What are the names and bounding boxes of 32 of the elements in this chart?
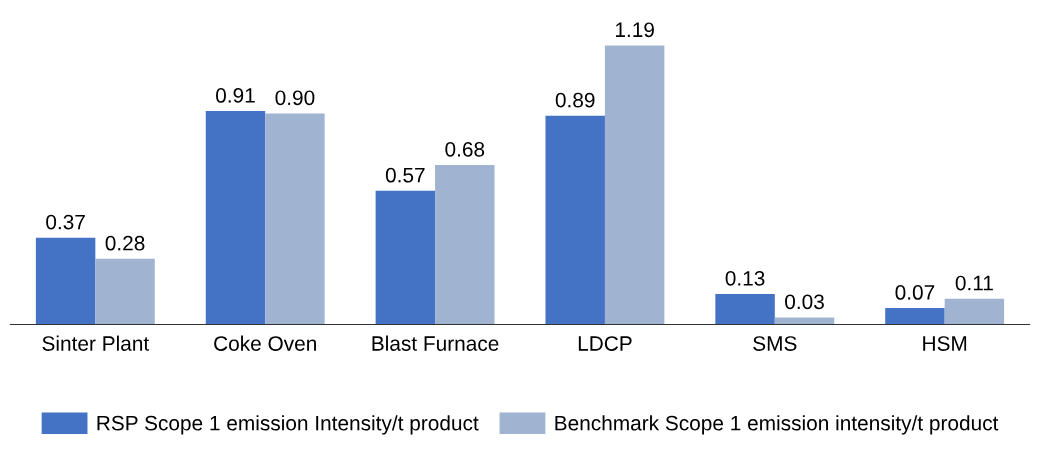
- data-label: 0.91: [216, 88, 255, 103]
- data-label: 0.28: [105, 235, 145, 251]
- legend-label: RSP Scope 1 emission Intensity/t product: [97, 415, 479, 435]
- bar: [375, 190, 436, 325]
- bar: [885, 308, 945, 325]
- bar: [95, 258, 155, 325]
- data-label: 0.11: [955, 275, 993, 291]
- bar: [774, 317, 835, 325]
- data-label: 0.90: [275, 90, 315, 106]
- bar: [715, 293, 775, 325]
- data-label: 0.37: [46, 214, 85, 230]
- data-label: 1.19: [615, 22, 654, 38]
- data-label: 0.13: [725, 270, 765, 286]
- bar: [205, 111, 266, 325]
- x-tick-label: SMS: [753, 336, 797, 351]
- data-label: 0.89: [555, 92, 595, 108]
- data-label: 0.57: [385, 167, 425, 183]
- x-tick-label: LDCP: [578, 336, 632, 351]
- bar: [545, 115, 605, 325]
- x-tick-label: Blast Furnace: [372, 335, 499, 351]
- x-tick-label: Coke Oven: [214, 335, 316, 351]
- bar: [604, 45, 665, 325]
- x-tick-label: HSM: [923, 336, 967, 351]
- bar: [944, 298, 1005, 325]
- data-label: 0.07: [895, 285, 935, 300]
- bar: [265, 113, 325, 325]
- bar: [35, 237, 96, 325]
- data-label: 0.03: [785, 294, 824, 310]
- data-label: 0.68: [445, 141, 485, 157]
- bar: [435, 165, 495, 325]
- legend-label: Benchmark Scope 1 emission intensity/t product: [555, 415, 999, 435]
- x-tick-label: Sinter Plant: [42, 335, 150, 351]
